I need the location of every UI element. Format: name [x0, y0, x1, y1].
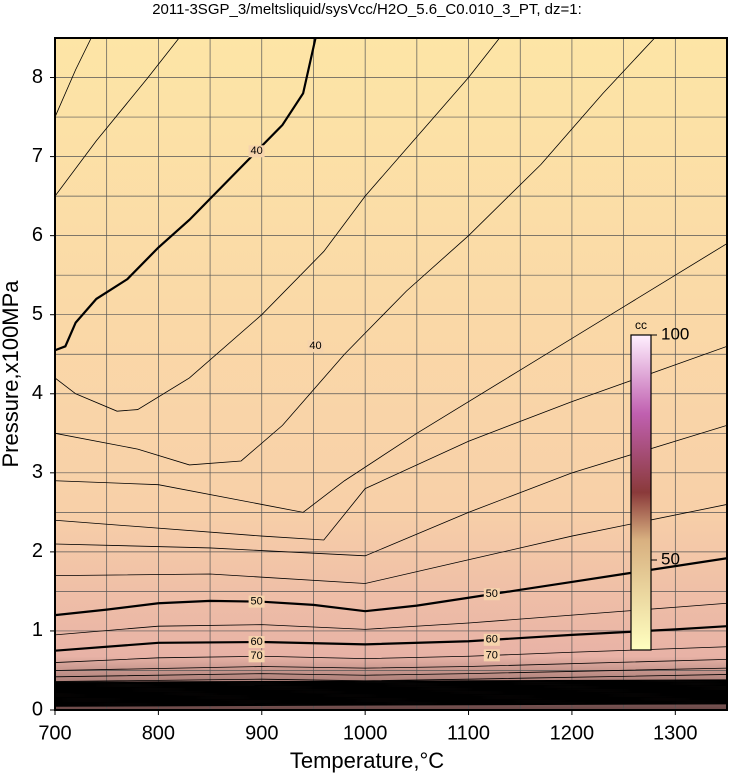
contour-label-bg: [248, 636, 265, 649]
y-tick-label: 5: [32, 303, 43, 325]
contour-line: [55, 667, 727, 678]
contour-label-bg: [483, 649, 500, 662]
plot-frame: [54, 37, 728, 711]
dense-contour: [55, 694, 727, 699]
y-tick-label: 6: [32, 224, 43, 246]
dense-contour: [55, 684, 727, 689]
x-axis-label: Temperature,°C: [290, 748, 444, 773]
contour-label: 50: [250, 596, 262, 608]
dense-contour: [55, 685, 727, 690]
contour-line: [55, 345, 727, 541]
dense-contour: [55, 699, 727, 704]
colorbar-label: cc: [635, 318, 647, 332]
dense-contour: [55, 680, 727, 685]
dense-contour: [55, 679, 727, 684]
x-tick-label: 1200: [550, 722, 595, 744]
dense-contour: [55, 687, 727, 692]
y-tick-label: 3: [32, 461, 43, 483]
dense-contour: [55, 682, 727, 687]
dense-contour: [55, 703, 727, 707]
y-axis-label: Pressure,x100MPa: [0, 280, 23, 468]
contour-label-bg: [307, 340, 324, 353]
contour-label: 40: [309, 340, 321, 352]
dense-contour: [55, 692, 727, 697]
dense-contour: [55, 693, 727, 698]
x-tick-label: 1100: [447, 722, 490, 744]
contour-label: 40: [250, 145, 262, 157]
dense-contour: [55, 691, 727, 696]
dense-contour: [55, 701, 727, 706]
contour-label-bg: [248, 650, 265, 663]
colorbar-tick-label: 50: [661, 549, 680, 568]
contour-label-bg: [248, 145, 265, 158]
contour-line: [55, 243, 727, 513]
contour-line: [55, 38, 655, 466]
contour-line: [55, 557, 727, 617]
dense-contour: [55, 686, 727, 691]
dense-contour: [55, 695, 727, 700]
contour-label-bg: [248, 595, 265, 608]
y-tick-label: 1: [32, 619, 43, 641]
contour-label: 60: [486, 634, 498, 646]
colorbar-tick-label: 100: [661, 324, 689, 343]
plot-area: 40 40 50 50 60 60 70 70: [55, 38, 727, 710]
dense-contour: [55, 683, 727, 688]
dense-contour: [55, 689, 727, 694]
contour-label-bg: [483, 633, 500, 646]
contour-line: [55, 646, 727, 663]
dense-contour: [55, 700, 727, 705]
contour-label: 70: [486, 649, 498, 661]
y-tick-label: 7: [32, 145, 43, 167]
dense-contour: [55, 697, 727, 702]
contour-line: [55, 504, 727, 584]
contour-label-bg: [483, 588, 500, 601]
x-tick-label: 900: [245, 722, 278, 744]
contour-label: 60: [250, 636, 262, 648]
x-tick-label: 700: [38, 722, 71, 744]
contour-line: [55, 38, 92, 118]
contour-line: [55, 602, 727, 636]
y-tick-label: 4: [32, 382, 43, 404]
y-tick-label: 0: [32, 698, 43, 720]
chart-title: 2011-3SGP_3/meltsliquid/sysVcc/H2O_5.6_C…: [152, 1, 582, 18]
contour-line: [55, 425, 727, 557]
dense-contour: [55, 690, 727, 695]
contour-line: [55, 38, 180, 197]
dense-contour: [55, 681, 727, 686]
contour-line: [55, 38, 500, 412]
x-tick-label: 1300: [653, 722, 698, 744]
x-tick-label: 1000: [343, 722, 388, 744]
colorbar: [630, 334, 652, 651]
contour-line: [55, 625, 727, 652]
dense-contour: [55, 688, 727, 693]
contour-line: [55, 659, 727, 671]
plot-background: [55, 38, 727, 710]
y-tick-label: 2: [32, 540, 43, 562]
x-tick-label: 800: [142, 722, 175, 744]
contour-label: 70: [250, 650, 262, 662]
contour-line: [55, 38, 317, 352]
dense-contour: [55, 696, 727, 701]
contour-label: 50: [486, 588, 498, 600]
dense-contour: [55, 698, 727, 703]
y-tick-label: 8: [32, 66, 43, 88]
